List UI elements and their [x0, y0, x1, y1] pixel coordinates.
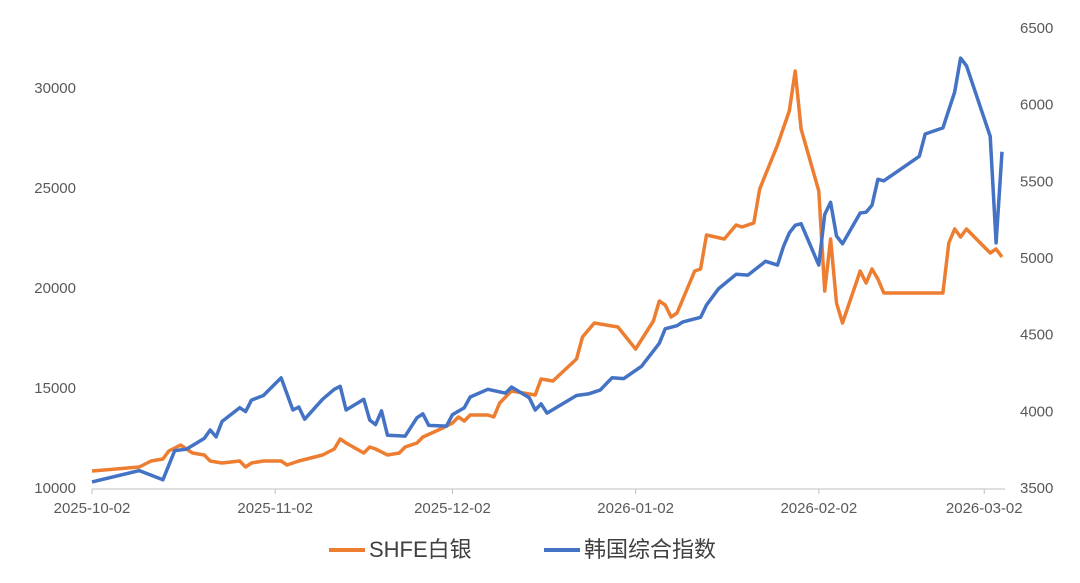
- y2-tick-label: 5500: [1020, 173, 1053, 190]
- legend-label: SHFE白银: [369, 537, 472, 562]
- x-tick-label: 2025-10-02: [54, 500, 131, 517]
- series-line: [91, 56, 1004, 484]
- y2-tick-label: 3500: [1020, 480, 1053, 497]
- legend: SHFE白银 韩国综合指数: [329, 537, 716, 562]
- y2-tick-label: 4000: [1020, 403, 1053, 420]
- y2-tick-label: 4500: [1020, 327, 1053, 344]
- legend-label: 韩国综合指数: [584, 537, 716, 562]
- x-tick-label: 2026-01-02: [597, 500, 674, 517]
- y-tick-label: 20000: [34, 280, 76, 297]
- x-tick-label: 2026-02-02: [780, 500, 857, 517]
- y2-tick-label: 5000: [1020, 250, 1053, 267]
- y2-tick-label: 6500: [1020, 20, 1053, 37]
- y2-tick-label: 6000: [1020, 97, 1053, 114]
- y-tick-label: 15000: [34, 380, 76, 397]
- x-tick-label: 2025-11-02: [237, 500, 313, 517]
- y-tick-label: 10000: [34, 480, 76, 497]
- y-tick-label: 25000: [34, 180, 76, 197]
- x-tick-label: 2025-12-02: [414, 500, 491, 517]
- y-tick-label: 30000: [34, 80, 76, 97]
- x-tick-label: 2026-03-02: [946, 500, 1023, 517]
- series-line: [91, 69, 1004, 473]
